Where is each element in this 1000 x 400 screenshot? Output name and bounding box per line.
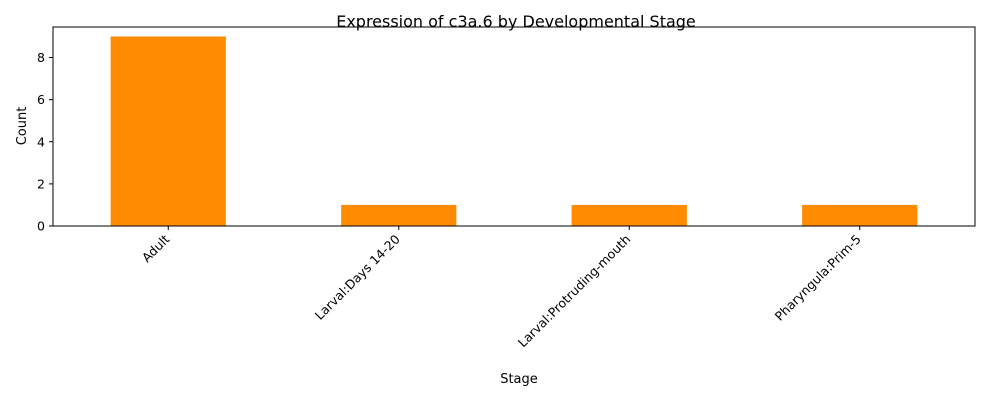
- bar: [110, 36, 226, 226]
- x-tick-label: Larval:Protruding-mouth: [515, 232, 634, 351]
- y-tick-label: 0: [37, 219, 45, 234]
- x-tick-label: Adult: [139, 231, 173, 265]
- bars-group: [110, 36, 918, 226]
- bar: [341, 204, 457, 226]
- x-axis: Adult Larval:Days 14-20 Larval:Protruding-…: [139, 226, 864, 350]
- x-tick-label: Pharyngula:Prim-5: [772, 232, 864, 324]
- y-tick-label: 6: [37, 92, 45, 107]
- x-tick-label: Larval:Days 14-20: [312, 231, 403, 322]
- y-tick-label: 2: [37, 176, 45, 191]
- y-axis: 0 2 4 6 8: [37, 50, 53, 234]
- bar: [802, 204, 918, 226]
- y-tick-label: 4: [37, 134, 45, 149]
- y-axis-label: Count: [15, 107, 30, 146]
- plot-frame: [52, 26, 976, 227]
- x-axis-label: Stage: [500, 372, 538, 387]
- y-tick-label: 8: [37, 50, 45, 65]
- bar: [571, 204, 687, 226]
- chart-title: Expression of c3a.6 by Developmental Sta…: [336, 12, 696, 31]
